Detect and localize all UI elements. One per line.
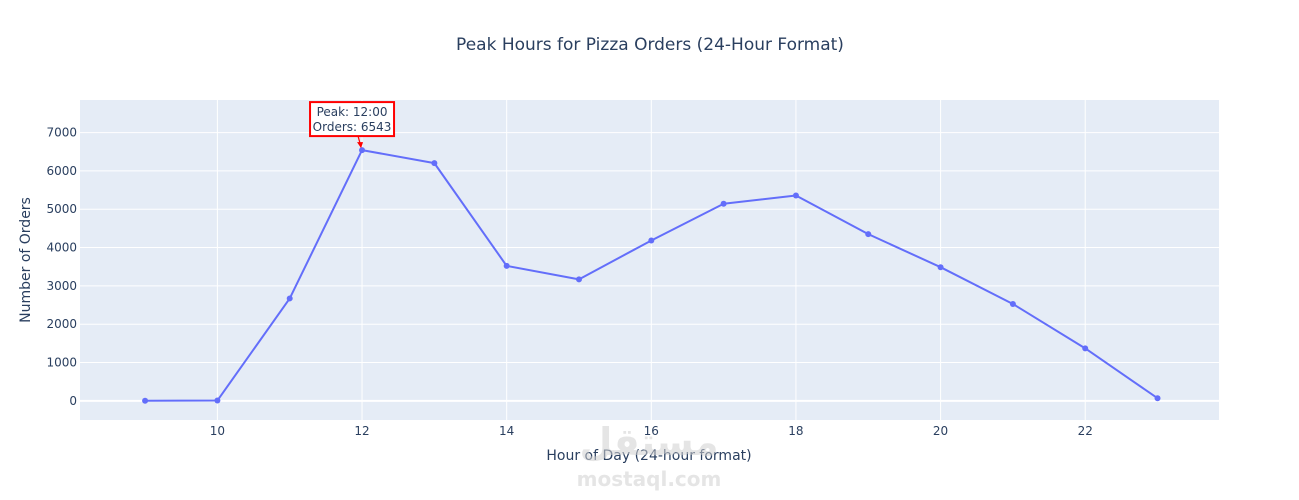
data-point <box>1154 395 1161 402</box>
x-tick-label: 12 <box>354 424 369 438</box>
data-point <box>792 192 799 199</box>
y-tick-label: 5000 <box>46 202 77 216</box>
data-point <box>937 264 944 271</box>
plot-area <box>80 100 1219 420</box>
watermark-latin: mostaql.com <box>577 467 722 491</box>
annotation-arrowhead <box>357 142 364 149</box>
annotation-box <box>309 101 396 138</box>
data-point <box>359 147 366 154</box>
x-tick-label: 18 <box>788 424 803 438</box>
data-point <box>214 397 221 404</box>
x-tick-label: 16 <box>644 424 659 438</box>
data-point <box>720 200 727 207</box>
data-point <box>648 237 655 244</box>
data-point <box>431 160 438 167</box>
data-point <box>142 397 149 404</box>
x-axis-title: Hour of Day (24-hour format) <box>546 448 751 464</box>
data-point <box>286 295 293 302</box>
series-layer <box>142 147 1161 404</box>
x-tick-label: 20 <box>933 424 948 438</box>
annotation-text: Orders: 6543 <box>313 120 392 134</box>
y-tick-label: 0 <box>69 394 77 408</box>
y-tick-label: 2000 <box>46 317 77 331</box>
data-point <box>503 262 510 269</box>
y-axis-title: Number of Orders <box>18 197 34 323</box>
y-axis-ticks: 0 1000 2000 3000 4000 5000 6000 7000 <box>46 126 77 408</box>
y-tick-label: 4000 <box>46 241 77 255</box>
data-point <box>1009 300 1016 307</box>
gridlines <box>80 100 1219 420</box>
y-tick-label: 7000 <box>46 126 77 140</box>
annotation-text: Peak: 12:00 <box>317 105 388 119</box>
watermark-arabic: مستقل <box>580 420 719 464</box>
x-tick-label: 10 <box>210 424 225 438</box>
watermark-logo: مستقل mostaql.com <box>577 420 722 491</box>
chart-title: Peak Hours for Pizza Orders (24-Hour For… <box>456 35 844 55</box>
y-tick-label: 3000 <box>46 279 77 293</box>
x-axis-ticks: 10 12 14 16 18 20 22 <box>210 424 1093 438</box>
data-point <box>865 231 872 238</box>
x-tick-label: 22 <box>1078 424 1093 438</box>
data-point <box>575 276 582 283</box>
x-tick-label: 14 <box>499 424 514 438</box>
data-point <box>1082 345 1089 352</box>
y-tick-label: 1000 <box>46 356 77 370</box>
y-tick-label: 6000 <box>46 164 77 178</box>
